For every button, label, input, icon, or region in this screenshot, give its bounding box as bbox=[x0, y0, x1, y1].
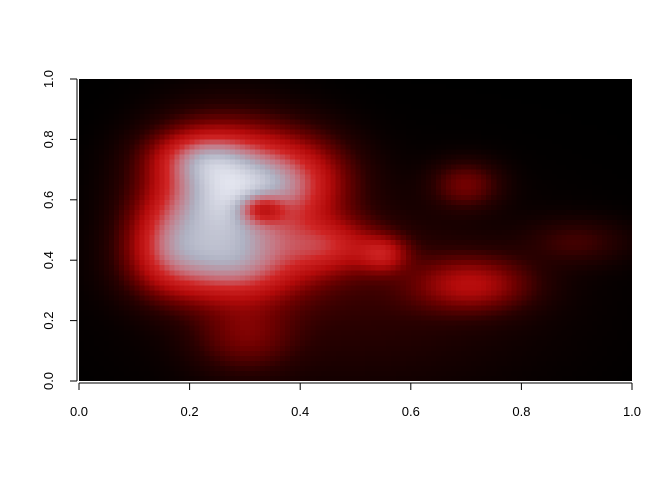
heatmap-image bbox=[79, 79, 632, 381]
x-tick-label: 0.2 bbox=[181, 404, 199, 419]
y-axis: 0.0 0.2 0.4 0.6 0.8 1.0 bbox=[41, 70, 78, 390]
y-tick-label: 0.4 bbox=[41, 251, 56, 269]
y-tick-label: 0.2 bbox=[41, 312, 56, 330]
x-tick-label: 0.6 bbox=[402, 404, 420, 419]
x-tick-label: 0.4 bbox=[291, 404, 309, 419]
x-tick-label: 1.0 bbox=[623, 404, 641, 419]
x-tick-label: 0.8 bbox=[512, 404, 530, 419]
y-tick-label: 0.8 bbox=[41, 130, 56, 148]
y-tick-label: 0.6 bbox=[41, 191, 56, 209]
x-axis: 0.0 0.2 0.4 0.6 0.8 1.0 bbox=[70, 382, 641, 419]
plot-area bbox=[79, 79, 632, 381]
x-tick-label: 0.0 bbox=[70, 404, 88, 419]
y-tick-label: 0.0 bbox=[41, 372, 56, 390]
y-tick-label: 1.0 bbox=[41, 70, 56, 88]
